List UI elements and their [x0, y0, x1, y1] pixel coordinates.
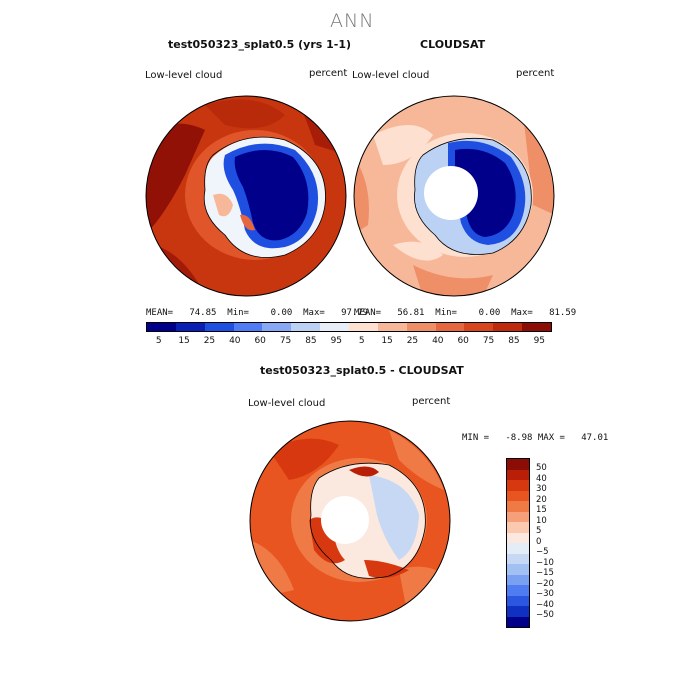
colorbar-swatch: [507, 459, 529, 470]
page-title: ANN: [330, 10, 375, 32]
colorbar-tick-label: 0: [536, 536, 542, 547]
colorbar-tick-label: 40: [536, 473, 547, 484]
colorbar-tick-label: 20: [536, 494, 547, 505]
colorbar-tick-label: 40: [229, 336, 241, 346]
colorbar-tick-label: 60: [254, 336, 266, 346]
colorbar-swatch: [507, 543, 529, 554]
colorbar-swatch: [507, 553, 529, 564]
colorbar-tick-label: −20: [536, 578, 554, 589]
colorbar-tick-label: 10: [536, 515, 547, 526]
panel3-variable-label: Low-level cloud: [248, 398, 326, 409]
colorbar-tick-label: −10: [536, 557, 554, 568]
colorbar-swatch: [204, 323, 234, 331]
colorbar-swatch: [349, 323, 378, 331]
colorbar-tick-label: −30: [536, 589, 554, 599]
colorbar-tick-label: 25: [203, 336, 216, 346]
colorbar-swatch: [507, 564, 529, 575]
colorbar-swatch: [507, 585, 529, 596]
colorbar-tick-label: −15: [536, 568, 554, 578]
colorbar-tick-label: 15: [381, 336, 393, 346]
colorbar-swatch: [507, 480, 529, 491]
colorbar-tick-label: 15: [178, 336, 190, 346]
colorbar-tick-label: 85: [508, 336, 520, 346]
colorbar-tick-label: 5: [155, 336, 162, 346]
colorbar-swatch: [493, 323, 523, 331]
panel2-variable-label: Low-level cloud: [352, 70, 430, 81]
panel2-map: [353, 95, 555, 297]
colorbar-tick-label: 85: [305, 336, 317, 346]
panel1-stats: MEAN= 74.85 Min= 0.00 Max= 97.79: [146, 308, 369, 318]
colorbar-swatch: [175, 323, 205, 331]
absolute-colorbar-swatches: [146, 322, 552, 332]
difference-colorbar: [506, 458, 530, 628]
colorbar-tick-label: 5: [358, 336, 365, 346]
panel1-variable-label: Low-level cloud: [145, 70, 223, 81]
difference-colorbar-ticks: 50 40 30 20 15 10 5 0 −5 −10 −15 −20 −30 −40 −50: [536, 458, 566, 628]
absolute-colorbar: [146, 322, 552, 332]
colorbar-swatch: [464, 323, 494, 331]
colorbar-swatch: [507, 532, 529, 543]
colorbar-tick-label: 75: [482, 336, 495, 346]
colorbar-swatch: [320, 323, 350, 331]
colorbar-swatch: [507, 511, 529, 522]
colorbar-swatch: [291, 323, 321, 331]
panel2-stats: MEAN= 56.81 Min= 0.00 Max= 81.59: [354, 308, 577, 318]
colorbar-swatch: [147, 323, 176, 331]
colorbar-tick-label: −5: [536, 547, 549, 557]
colorbar-tick-label: 95: [533, 336, 546, 346]
panel2-units: percent: [516, 68, 555, 79]
panel3-minmax: MIN = -8.98 MAX = 47.01: [462, 433, 609, 443]
colorbar-tick-label: −50: [536, 610, 554, 620]
colorbar-tick-label: 15: [536, 505, 547, 515]
colorbar-swatch: [507, 501, 529, 512]
colorbar-swatch: [522, 323, 552, 331]
colorbar-swatch: [507, 490, 529, 501]
colorbar-swatch: [435, 323, 465, 331]
colorbar-swatch: [507, 522, 529, 533]
panel1-header: test050323_splat0.5 (yrs 1-1): [168, 38, 352, 51]
colorbar-tick-label: 5: [536, 526, 542, 536]
colorbar-tick-label: 75: [279, 336, 292, 346]
colorbar-swatch: [233, 323, 263, 331]
colorbar-tick-label: 50: [536, 463, 547, 473]
colorbar-tick-label: 30: [536, 484, 547, 494]
colorbar-tick-label: 95: [330, 336, 343, 346]
panel3-units: percent: [412, 396, 451, 407]
panel3-header: test050323_splat0.5 - CLOUDSAT: [260, 364, 464, 377]
colorbar-swatch: [507, 469, 529, 480]
colorbar-tick-label: 40: [432, 336, 444, 346]
colorbar-swatch: [507, 616, 529, 627]
absolute-colorbar-ticks: 5 15 25 40 60 75 85 95 5 15 25 40 60 75 85 95: [146, 336, 552, 346]
colorbar-swatch: [507, 595, 529, 606]
panel3-map: [249, 420, 451, 622]
colorbar-swatch: [377, 323, 407, 331]
colorbar-swatch: [507, 606, 529, 617]
colorbar-tick-label: −40: [536, 599, 554, 610]
panel2-header: CLOUDSAT: [420, 38, 486, 51]
panel1-map: [145, 95, 347, 297]
colorbar-swatch: [507, 574, 529, 585]
colorbar-tick-label: 25: [406, 336, 419, 346]
panel1-units: percent: [309, 68, 348, 79]
colorbar-swatch: [262, 323, 292, 331]
colorbar-tick-label: 60: [457, 336, 469, 346]
colorbar-swatch: [406, 323, 436, 331]
